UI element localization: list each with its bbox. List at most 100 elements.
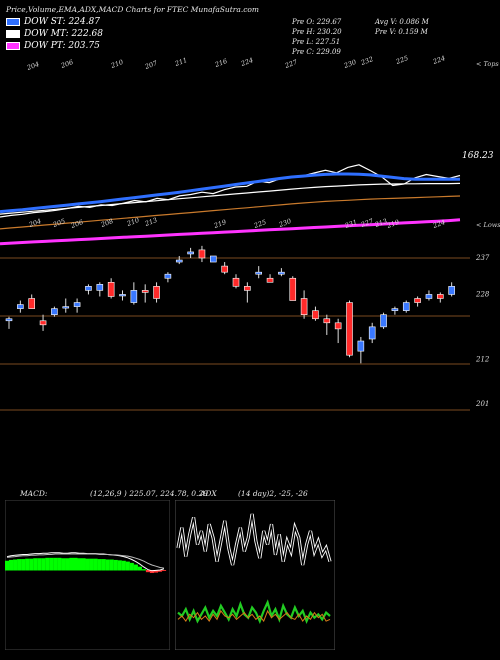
candle-body (346, 302, 353, 356)
stat-low: Pre L: 227.51 (292, 38, 341, 46)
macd-histogram-bar (61, 558, 66, 571)
macd-histogram-bar (57, 557, 62, 571)
macd-series (5, 552, 167, 574)
macd-histogram-bar (37, 558, 42, 571)
macd-histogram-bar (33, 558, 38, 571)
stat-close: Pre C: 229.09 (292, 48, 341, 56)
macd-histogram-bar (53, 557, 58, 571)
candle-body (198, 249, 206, 259)
candles (5, 245, 455, 364)
macd-histogram-bar (5, 560, 10, 571)
top-tick-label: 207 (143, 59, 159, 71)
macd-signal-line (6, 553, 165, 569)
ema-line-0 (0, 164, 461, 218)
top-tick-label: 225 (394, 54, 409, 66)
legend-dow-pt: DOW PT: 203.75 (6, 41, 100, 51)
macd-histogram-bar (117, 560, 122, 571)
top-tick-label: 216 (213, 57, 228, 69)
macd-histogram-bar (85, 558, 90, 571)
low-tick-label: 219 (212, 218, 227, 230)
price-axis-tick: 212 (475, 355, 490, 363)
candle-body (39, 320, 47, 326)
candle-body (334, 322, 342, 330)
legend-swatch-mt (6, 30, 20, 38)
candle-body (107, 281, 115, 297)
macd-histogram-bar (133, 564, 138, 571)
adx-line-1 (177, 599, 331, 624)
candle-body (391, 308, 399, 311)
macd-macd-line (6, 552, 165, 572)
macd-histogram-bar (137, 566, 142, 571)
macd-histogram-bar (145, 570, 150, 573)
lows-axis-label: < Lows (476, 221, 500, 229)
candle-body (357, 340, 365, 352)
stat-high: Pre H: 230.20 (292, 28, 342, 36)
candle-body (221, 265, 228, 273)
price-axis-tick: 237 (475, 254, 490, 262)
adx-title: ADX (200, 489, 217, 498)
candle-body (312, 310, 319, 320)
top-tick-label: 206 (59, 58, 74, 70)
macd-histogram-bar (65, 558, 70, 571)
adx-chart (175, 500, 335, 650)
low-tick-label: 205 (51, 217, 66, 229)
top-tick-label: 227 (283, 58, 299, 70)
low-tick-label: 213 (143, 216, 158, 228)
macd-histogram-bar (49, 557, 54, 571)
candle-body (141, 290, 149, 293)
candle-body (289, 277, 297, 301)
top-tick-label: 230 (342, 58, 357, 70)
candle-body (232, 277, 240, 287)
legend-dow-st: DOW ST: 224.87 (6, 17, 100, 27)
macd-histogram-bar (13, 559, 18, 571)
macd-histogram-bar (141, 569, 146, 571)
low-tick-label: 227 (359, 217, 375, 229)
macd-histogram-bar (109, 559, 114, 571)
price-axis-tick: 228 (475, 290, 490, 298)
stat-open: Pre O: 229.67 (292, 18, 342, 26)
macd-chart (5, 500, 170, 650)
macd-histogram-bar (89, 558, 94, 571)
macd-histogram-bar (97, 559, 102, 571)
candle-body (414, 298, 421, 303)
candle-body (278, 271, 285, 275)
candle-body (17, 304, 24, 309)
macd-histogram-bar (73, 557, 78, 571)
low-tick-label: 231 (343, 218, 358, 230)
top-tick-label: 211 (173, 56, 188, 68)
macd-histogram-bar (25, 558, 30, 571)
ema-line-2 (0, 182, 461, 215)
ema-line-1 (0, 172, 461, 214)
candle-body (210, 255, 217, 263)
stat-prev-volume: Pre V: 0.159 M (375, 28, 428, 36)
macd-histogram-bar (17, 559, 22, 571)
chart-title: Price,Volume,EMA,ADX,MACD Charts for FTE… (6, 5, 260, 14)
top-tick-label: 204 (25, 60, 40, 72)
low-tick-label: 219 (385, 218, 400, 230)
candle-body (175, 259, 183, 263)
ema-line-4 (0, 218, 461, 246)
legend-label-mt: DOW MT: 222.68 (24, 29, 103, 39)
candle-body (73, 302, 81, 307)
macd-histogram-bar (105, 559, 110, 571)
candle-body (300, 298, 308, 316)
top-tick-label: 224 (239, 56, 254, 68)
tops-axis-label: < Tops (476, 60, 499, 68)
macd-panel-background (5, 500, 170, 650)
ema-price-label: 168.23 (462, 151, 494, 161)
macd-histogram-bar (129, 562, 134, 571)
macd-histogram-bar (162, 570, 167, 571)
macd-histogram-bar (29, 558, 34, 571)
macd-histogram-bar (69, 557, 74, 571)
macd-values: (12,26,9 ) 225.07, 224.78, 0.29 (90, 489, 208, 498)
candle-body (153, 286, 160, 299)
macd-histogram-bar (121, 560, 126, 571)
top-tick-label: 232 (359, 55, 374, 67)
legend-swatch-pt (6, 42, 20, 50)
candle-body (51, 308, 58, 315)
low-tick-label: 208 (99, 217, 114, 229)
candle-body (244, 286, 251, 291)
candle-body (119, 294, 126, 297)
price-ema-chart: 168.23 204 206 210 207 211 216 224 227 230 232 225 2… (0, 54, 500, 411)
macd-histogram-bar (157, 570, 163, 572)
